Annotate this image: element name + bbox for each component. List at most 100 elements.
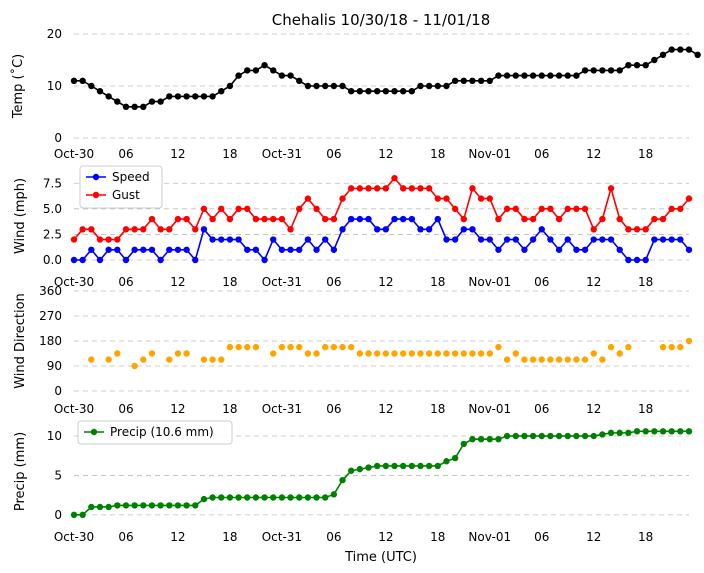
data-point-precip-10-6-mm <box>304 494 312 501</box>
data-point-gust <box>261 215 268 223</box>
data-point-temp <box>555 72 563 79</box>
data-point-precip-10-6-mm <box>321 494 329 501</box>
data-point-gust <box>417 185 424 192</box>
data-point-speed <box>157 256 164 264</box>
data-point-precip-10-6-mm <box>391 462 398 470</box>
data-point-precip-10-6-mm <box>599 431 606 438</box>
data-point-temp <box>616 67 623 74</box>
x-tick-label: 12 <box>586 147 601 161</box>
data-point-precip-10-6-mm <box>607 429 615 437</box>
x-tick-label: 18 <box>638 147 653 161</box>
data-point-direction <box>140 356 147 363</box>
data-point-temp <box>140 103 147 111</box>
data-point-gust <box>685 195 693 202</box>
data-point-temp <box>114 98 121 105</box>
data-point-temp <box>261 61 268 69</box>
data-point-speed <box>469 226 476 233</box>
data-point-temp <box>365 88 372 95</box>
chart-title: Chehalis 10/30/18 - 11/01/18 <box>272 11 491 29</box>
data-point-temp <box>694 51 701 58</box>
data-point-temp <box>547 72 554 79</box>
data-point-direction <box>538 356 545 363</box>
data-point-precip-10-6-mm <box>313 494 320 501</box>
data-point-temp <box>607 67 615 74</box>
data-point-gust <box>209 215 216 223</box>
data-point-gust <box>296 205 303 213</box>
data-point-temp <box>296 77 303 85</box>
data-point-precip-10-6-mm <box>659 428 667 435</box>
data-point-speed <box>399 215 407 223</box>
x-tick-label: 12 <box>170 530 185 544</box>
data-point-direction <box>555 356 563 363</box>
data-point-speed <box>270 236 277 243</box>
data-point-precip-10-6-mm <box>642 428 649 435</box>
data-point-gust <box>503 205 511 213</box>
data-point-gust <box>105 236 112 243</box>
data-point-temp <box>79 77 86 85</box>
data-point-precip-10-6-mm <box>408 462 416 470</box>
data-point-gust <box>79 226 86 233</box>
data-point-speed <box>590 236 597 243</box>
data-point-precip-10-6-mm <box>105 503 112 511</box>
data-point-temp <box>434 82 442 90</box>
data-point-gust <box>642 226 649 233</box>
data-point-precip-10-6-mm <box>226 494 234 501</box>
data-point-temp <box>512 72 519 79</box>
x-tick-label: 12 <box>586 530 601 544</box>
data-point-direction <box>244 343 251 351</box>
x-tick-label: 12 <box>586 402 601 416</box>
data-point-direction <box>573 356 580 363</box>
data-point-gust <box>244 205 251 213</box>
data-point-temp <box>183 93 190 100</box>
data-point-speed <box>677 236 684 243</box>
x-tick-label: Nov-01 <box>468 275 511 289</box>
data-point-speed <box>122 256 130 264</box>
data-point-gust <box>391 174 398 182</box>
data-point-temp <box>226 82 234 90</box>
data-point-gust <box>512 205 519 213</box>
data-point-temp <box>451 77 459 85</box>
data-point-precip-10-6-mm <box>96 503 104 511</box>
data-point-direction <box>174 350 182 357</box>
data-point-precip-10-6-mm <box>209 494 216 501</box>
data-point-direction <box>417 350 424 357</box>
data-point-temp <box>633 61 641 69</box>
data-point-temp <box>642 61 649 69</box>
data-point-gust <box>555 215 563 223</box>
data-point-precip-10-6-mm <box>218 494 225 501</box>
data-point-precip-10-6-mm <box>131 502 138 509</box>
data-point-precip-10-6-mm <box>434 462 442 470</box>
data-point-direction <box>659 343 667 351</box>
data-point-precip-10-6-mm <box>503 432 511 440</box>
data-point-speed <box>114 246 121 253</box>
data-point-speed <box>417 226 424 233</box>
data-point-direction <box>616 350 623 357</box>
data-point-precip-10-6-mm <box>166 502 173 509</box>
data-point-speed <box>547 236 554 243</box>
data-point-temp <box>503 72 511 79</box>
data-point-gust <box>218 205 225 213</box>
x-tick-label: 12 <box>170 402 185 416</box>
y-tick-label: 0 <box>54 131 62 145</box>
data-point-speed <box>79 256 86 264</box>
x-tick-label: Oct-30 <box>54 402 94 416</box>
x-tick-label: 12 <box>378 275 393 289</box>
data-point-speed <box>252 246 260 253</box>
data-point-speed <box>70 256 78 264</box>
data-point-precip-10-6-mm <box>399 462 407 470</box>
data-point-gust <box>616 215 623 223</box>
data-point-gust <box>226 215 234 223</box>
data-point-precip-10-6-mm <box>140 502 147 509</box>
data-point-temp <box>105 93 112 100</box>
data-point-precip-10-6-mm <box>486 435 493 443</box>
data-point-temp <box>122 103 130 111</box>
data-point-gust <box>347 185 355 192</box>
data-point-speed <box>209 236 216 243</box>
data-point-precip-10-6-mm <box>538 432 545 440</box>
data-point-temp <box>313 82 320 90</box>
data-point-gust <box>304 195 312 202</box>
data-point-gust <box>581 205 589 213</box>
data-point-direction <box>469 350 476 357</box>
data-point-speed <box>529 236 537 243</box>
data-point-precip-10-6-mm <box>451 454 459 462</box>
